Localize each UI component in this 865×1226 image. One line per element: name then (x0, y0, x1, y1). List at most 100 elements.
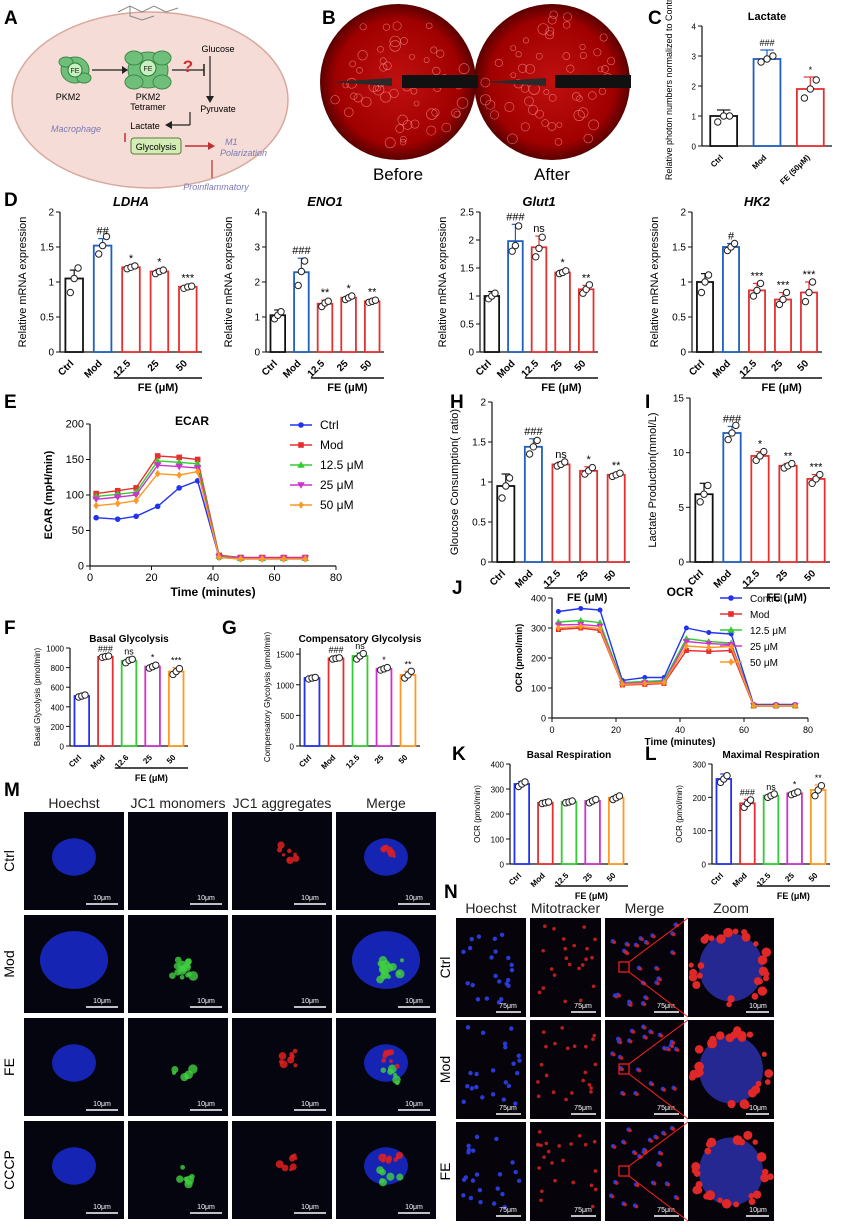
pipette-left-icon (483, 78, 546, 86)
cell-dot (623, 950, 628, 954)
bar (144, 665, 161, 747)
cell-dot (622, 1141, 627, 1145)
column-header: Mitotracker (531, 900, 601, 916)
x-tick-label: 50 (603, 568, 619, 584)
x-tick-label: 12.5 (306, 358, 328, 380)
marker (132, 492, 140, 499)
panel-letter-e: E (4, 392, 17, 413)
cell-blob (357, 50, 368, 61)
x-tick-label: Mod (82, 358, 104, 380)
cell-blob (566, 64, 575, 73)
chart-g: Compensatory Glycolysis 0 500 1000 1500 Compe… (263, 632, 422, 771)
cell-dot (662, 1088, 667, 1092)
signal-spot (397, 971, 402, 976)
data-point (700, 490, 708, 498)
cell-blob (384, 137, 396, 149)
cell-dot (564, 956, 569, 961)
mito-spot (757, 955, 768, 965)
chart-title: Maximal Respiration (722, 750, 819, 761)
significance-label: * (157, 256, 162, 268)
cell-blob (556, 122, 563, 128)
marker (237, 555, 244, 563)
column-header: Zoom (713, 900, 749, 916)
cell-blob (423, 57, 430, 64)
cell-dot (638, 967, 643, 971)
cell-dot (572, 943, 577, 948)
y-axis-label: Gloucose Consumption( ratio) (449, 409, 461, 555)
scale-bar-label: 10μm (301, 998, 319, 1005)
bar (786, 792, 803, 865)
signal-spot (389, 1059, 393, 1063)
cell-blob (599, 33, 608, 42)
legend-label: Mod (320, 438, 343, 452)
y-tick-label: 0 (290, 743, 295, 752)
bar (577, 288, 595, 353)
cell-blob (524, 96, 534, 107)
data-point (723, 771, 731, 780)
data-point (74, 264, 82, 272)
nucleus-blob (52, 1147, 96, 1185)
micrograph-image (232, 915, 332, 1013)
significance-label: ** (612, 460, 621, 472)
data-point (746, 796, 755, 804)
cell-blob (588, 91, 597, 100)
x-tick-label: 25 (373, 753, 386, 766)
legend-label: Control (750, 594, 782, 605)
cell-dot (584, 1044, 588, 1049)
x-tick-label: 12.5 (520, 358, 542, 380)
data-point (697, 288, 706, 297)
cell-blob (562, 52, 571, 60)
scale-bar-label: 10μm (93, 1101, 111, 1108)
x-tick-label: 40 (207, 572, 219, 584)
arrowhead-icon (122, 66, 128, 74)
bar (64, 277, 84, 353)
scale-bar-label: 10μm (749, 1207, 767, 1214)
y-tick-label: 5 (678, 503, 684, 514)
mito-spot (694, 1045, 704, 1054)
scale-bar-label: 10μm (405, 1204, 423, 1211)
cell-dot (585, 946, 589, 951)
cell-blob (383, 61, 392, 71)
pkm2-tetramer-label-1: PKM2 (136, 92, 161, 102)
significance-label: * (382, 655, 386, 665)
cell-dot (466, 1150, 471, 1155)
significance-label: * (758, 439, 763, 451)
scale-bar-label: 10μm (749, 1105, 767, 1112)
significance-label: * (586, 454, 591, 466)
fe-label: FE (71, 68, 80, 75)
signal-spot (392, 1072, 398, 1078)
x-tick-label: 50 (397, 753, 410, 766)
scale-bar-label: 10μm (93, 998, 111, 1005)
x-tick-label: 50 (802, 568, 818, 584)
marker (175, 463, 183, 471)
legend-label: Ctrl (320, 418, 339, 432)
data-point (794, 788, 802, 796)
y-tick-label: 10 (673, 448, 685, 459)
marker (555, 624, 561, 632)
x-tick-label: 60 (739, 725, 749, 735)
cell-dot (544, 1141, 549, 1146)
cell-dot (544, 1044, 548, 1049)
x-tick-label: 50 (174, 358, 190, 374)
y-tick-label: 300 (491, 786, 505, 795)
marker (555, 609, 561, 614)
cell-blob (397, 114, 408, 125)
y-tick-label: 4 (692, 23, 697, 32)
y-axis-label: OCR (pmol/min) (473, 785, 482, 843)
cell-blob (522, 37, 530, 44)
marker (154, 453, 161, 459)
bar (92, 244, 113, 353)
cell-dot (516, 1053, 521, 1058)
cell-blob (356, 67, 363, 74)
x-tick-label: 80 (803, 725, 813, 735)
cell-dot (675, 1196, 680, 1201)
significance-label: ** (582, 272, 591, 284)
signal-spot (184, 1179, 193, 1189)
row-label: Mod (1, 950, 17, 977)
cell-blob (579, 43, 586, 50)
cell-dot (581, 1078, 585, 1083)
cell-dot (502, 1204, 507, 1210)
panel-letter-n: N (444, 882, 458, 903)
x-tick-label: 20 (145, 572, 157, 584)
cell-dot (536, 1094, 541, 1099)
